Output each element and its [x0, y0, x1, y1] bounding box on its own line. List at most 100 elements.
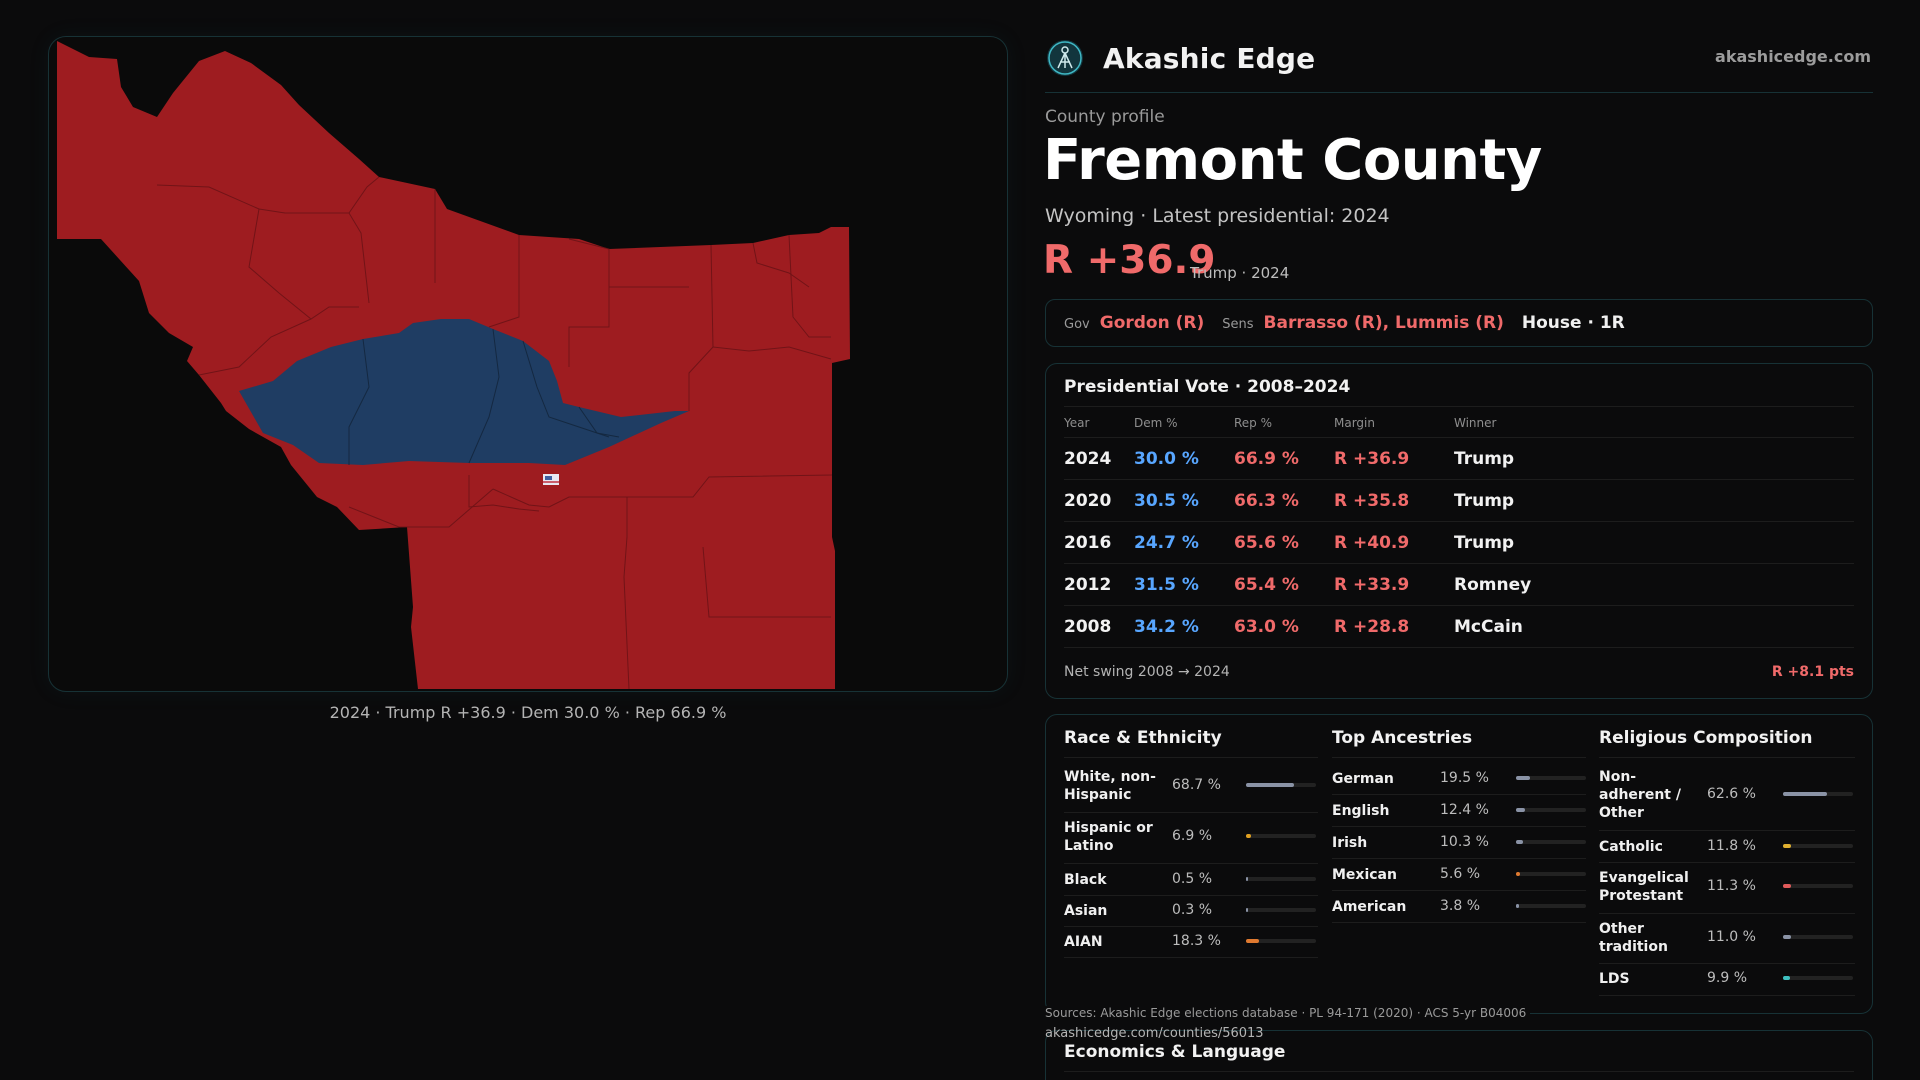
item-label: Catholic — [1599, 839, 1663, 855]
cell-dem: 30.5 % — [1134, 491, 1199, 511]
list-item: LDS 9.9 % — [1599, 964, 1855, 996]
cell-winner: Trump — [1454, 449, 1515, 469]
percentage-bar — [1783, 935, 1853, 939]
item-label: AIAN — [1064, 934, 1103, 950]
house-value: House · 1R — [1521, 313, 1625, 333]
item-value: 11.8 % — [1707, 838, 1756, 854]
item-value: 5.6 % — [1440, 866, 1481, 882]
race-title: Race & Ethnicity — [1064, 728, 1222, 748]
cell-rep: 66.9 % — [1234, 449, 1299, 469]
item-value: 3.8 % — [1440, 898, 1481, 914]
economics-title: Economics & Language — [1064, 1042, 1286, 1062]
county-map-panel[interactable] — [48, 36, 1008, 692]
brand-name: Akashic Edge — [1103, 41, 1316, 75]
item-value: 0.3 % — [1172, 902, 1213, 918]
cell-rep: 66.3 % — [1234, 491, 1299, 511]
percentage-bar — [1246, 908, 1316, 912]
site-url-link[interactable]: akashicedge.com — [1715, 47, 1871, 66]
header-margin: Margin — [1334, 416, 1375, 430]
gov-value: Gordon (R) — [1099, 313, 1205, 333]
cell-margin: R +35.8 — [1334, 491, 1410, 511]
cell-margin: R +36.9 — [1334, 449, 1410, 469]
cell-year: 2020 — [1064, 491, 1112, 511]
vote-table: Year Dem % Rep % Margin Winner 2024 30.0… — [1064, 406, 1854, 648]
cell-dem: 31.5 % — [1134, 575, 1199, 595]
table-row[interactable]: 2016 24.7 % 65.6 % R +40.9 Trump — [1064, 522, 1854, 564]
percentage-bar — [1516, 904, 1586, 908]
item-label: Evangelical Protestant — [1599, 870, 1689, 904]
item-label: Asian — [1064, 903, 1108, 919]
item-value: 12.4 % — [1440, 802, 1489, 818]
list-item: White, non-Hispanic 68.7 % — [1064, 763, 1318, 813]
list-item: Other tradition 11.0 % — [1599, 914, 1855, 964]
city-marker-icon[interactable] — [543, 474, 559, 485]
cell-rep: 65.4 % — [1234, 575, 1299, 595]
sens-value: Barrasso (R), Lummis (R) — [1263, 313, 1504, 333]
page-subtitle: Wyoming · Latest presidential: 2024 — [1045, 205, 1390, 227]
list-item: Asian 0.3 % — [1064, 896, 1318, 927]
page-title: Fremont County — [1043, 128, 1542, 193]
item-label: American — [1332, 899, 1407, 915]
brand[interactable]: Akashic Edge — [1045, 38, 1315, 78]
item-label: White, non-Hispanic — [1064, 769, 1156, 803]
sources-note: Sources: Akashic Edge elections database… — [1045, 1006, 1531, 1020]
percentage-bar — [1246, 834, 1316, 838]
list-item: Mexican 5.6 % — [1332, 859, 1586, 891]
list-item: German 19.5 % — [1332, 763, 1586, 795]
cell-winner: McCain — [1454, 617, 1523, 637]
percentage-bar — [1246, 783, 1316, 787]
header-rep: Rep % — [1234, 416, 1273, 430]
cell-winner: Romney — [1454, 575, 1532, 595]
akashic-edge-logo-icon — [1047, 40, 1083, 76]
cell-margin: R +40.9 — [1334, 533, 1410, 553]
cell-rep: 63.0 % — [1234, 617, 1299, 637]
percentage-bar — [1246, 877, 1316, 881]
list-item: American 3.8 % — [1332, 891, 1586, 923]
item-label: Other tradition — [1599, 921, 1668, 955]
headline-margin-note: Trump · 2024 — [1190, 264, 1290, 282]
county-precinct-map[interactable] — [49, 37, 1008, 692]
table-row[interactable]: 2020 30.5 % 66.3 % R +35.8 Trump — [1064, 480, 1854, 522]
header-divider — [1045, 92, 1873, 93]
cell-year: 2016 — [1064, 533, 1112, 553]
list-item: AIAN 18.3 % — [1064, 927, 1318, 958]
item-value: 68.7 % — [1172, 777, 1221, 793]
cell-margin: R +28.8 — [1334, 617, 1410, 637]
item-label: Hispanic or Latino — [1064, 820, 1153, 854]
percentage-bar — [1516, 840, 1586, 844]
dem-boundaries — [348, 328, 620, 465]
item-value: 10.3 % — [1440, 834, 1489, 850]
list-item: Non-adherent / Other 62.6 % — [1599, 763, 1855, 831]
percentage-bar — [1783, 976, 1853, 980]
cell-year: 2008 — [1064, 617, 1112, 637]
percentage-bar — [1783, 884, 1853, 888]
demographics-card: Race & Ethnicity White, non-Hispanic 68.… — [1045, 714, 1873, 1014]
county-url-link[interactable]: akashicedge.com/counties/56013 — [1045, 1026, 1264, 1041]
map-region-dem[interactable] — [239, 319, 689, 465]
list-item: Black 0.5 % — [1064, 864, 1318, 896]
sens-label: Sens — [1222, 317, 1254, 332]
net-swing-value: R +8.1 pts — [1771, 664, 1854, 680]
header-winner: Winner — [1454, 416, 1497, 430]
list-item: Evangelical Protestant 11.3 % — [1599, 863, 1855, 914]
ancestry-title: Top Ancestries — [1332, 728, 1473, 748]
religion-title: Religious Composition — [1599, 728, 1813, 748]
table-row[interactable]: 2012 31.5 % 65.4 % R +33.9 Romney — [1064, 564, 1854, 606]
page-eyebrow: County profile — [1045, 107, 1165, 127]
table-row[interactable]: 2008 34.2 % 63.0 % R +28.8 McCain — [1064, 606, 1854, 648]
table-row[interactable]: 2024 30.0 % 66.9 % R +36.9 Trump — [1064, 438, 1854, 480]
item-label: Irish — [1332, 835, 1368, 851]
table-header-row: Year Dem % Rep % Margin Winner — [1064, 406, 1854, 438]
economics-divider — [1064, 1071, 1854, 1072]
percentage-bar — [1516, 776, 1586, 780]
presidential-vote-card: Presidential Vote · 2008–2024 Year Dem %… — [1045, 363, 1873, 699]
percentage-bar — [1246, 939, 1316, 943]
item-label: Mexican — [1332, 867, 1397, 883]
header-year: Year — [1064, 416, 1090, 430]
list-item: Irish 10.3 % — [1332, 827, 1586, 859]
item-value: 6.9 % — [1172, 828, 1213, 844]
percentage-bar — [1516, 808, 1586, 812]
economics-card: Economics & Language — [1045, 1030, 1873, 1080]
item-label: English — [1332, 803, 1390, 819]
list-item: Catholic 11.8 % — [1599, 831, 1855, 863]
